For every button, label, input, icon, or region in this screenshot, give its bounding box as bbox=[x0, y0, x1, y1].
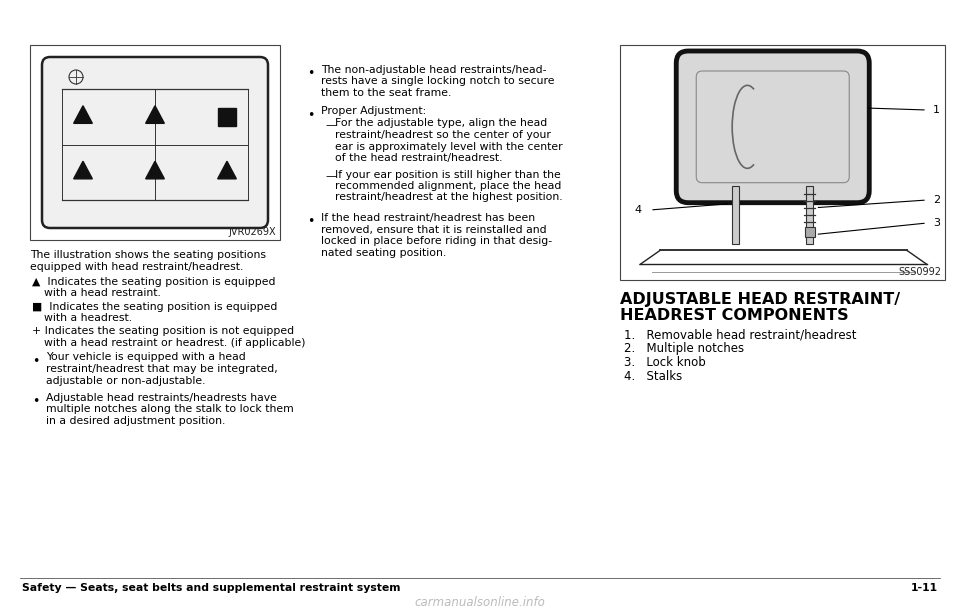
Text: 4.   Stalks: 4. Stalks bbox=[624, 370, 683, 383]
Text: HEADREST COMPONENTS: HEADREST COMPONENTS bbox=[620, 308, 849, 323]
Text: Adjustable head restraints/headrests have: Adjustable head restraints/headrests hav… bbox=[46, 393, 276, 403]
Bar bbox=[620, 45, 945, 280]
Text: removed, ensure that it is reinstalled and: removed, ensure that it is reinstalled a… bbox=[321, 224, 546, 235]
Text: restraint/headrest at the highest position.: restraint/headrest at the highest positi… bbox=[335, 192, 563, 202]
Text: •: • bbox=[307, 67, 314, 80]
Text: 1: 1 bbox=[933, 105, 940, 115]
Text: ■  Indicates the seating position is equipped: ■ Indicates the seating position is equi… bbox=[32, 301, 277, 312]
Text: equipped with head restraint/headrest.: equipped with head restraint/headrest. bbox=[30, 262, 244, 271]
Text: 3.   Lock knob: 3. Lock knob bbox=[624, 356, 706, 369]
Text: •: • bbox=[32, 354, 39, 367]
Text: recommended alignment, place the head: recommended alignment, place the head bbox=[335, 181, 562, 191]
Text: restraint/headrest so the center of your: restraint/headrest so the center of your bbox=[335, 130, 551, 140]
Text: carmanualsonline.info: carmanualsonline.info bbox=[415, 596, 545, 609]
Text: locked in place before riding in that desig-: locked in place before riding in that de… bbox=[321, 236, 552, 246]
Text: If your ear position is still higher than the: If your ear position is still higher tha… bbox=[335, 169, 561, 180]
Text: in a desired adjustment position.: in a desired adjustment position. bbox=[46, 416, 226, 426]
Polygon shape bbox=[74, 106, 92, 123]
Text: multiple notches along the stalk to lock them: multiple notches along the stalk to lock… bbox=[46, 404, 294, 414]
Text: 3: 3 bbox=[933, 218, 940, 228]
Text: 2: 2 bbox=[933, 195, 940, 205]
Text: rests have a single locking notch to secure: rests have a single locking notch to sec… bbox=[321, 76, 555, 87]
Text: restraint/headrest that may be integrated,: restraint/headrest that may be integrate… bbox=[46, 364, 277, 374]
Text: For the adjustable type, align the head: For the adjustable type, align the head bbox=[335, 119, 547, 128]
Text: 2.   Multiple notches: 2. Multiple notches bbox=[624, 342, 744, 355]
Polygon shape bbox=[146, 161, 164, 179]
Text: The non-adjustable head restraints/head-: The non-adjustable head restraints/head- bbox=[321, 65, 546, 75]
Text: ▲  Indicates the seating position is equipped: ▲ Indicates the seating position is equi… bbox=[32, 277, 276, 287]
Text: adjustable or non-adjustable.: adjustable or non-adjustable. bbox=[46, 376, 205, 386]
Text: of the head restraint/headrest.: of the head restraint/headrest. bbox=[335, 153, 502, 163]
Text: ear is approximately level with the center: ear is approximately level with the cent… bbox=[335, 142, 563, 152]
Text: —: — bbox=[325, 172, 336, 181]
Text: 1-11: 1-11 bbox=[911, 583, 938, 593]
Bar bbox=[30, 45, 280, 240]
Text: JVR0269X: JVR0269X bbox=[228, 227, 276, 237]
Text: Safety — Seats, seat belts and supplemental restraint system: Safety — Seats, seat belts and supplemen… bbox=[22, 583, 400, 593]
Text: Proper Adjustment:: Proper Adjustment: bbox=[321, 106, 426, 117]
Polygon shape bbox=[146, 106, 164, 123]
Polygon shape bbox=[218, 161, 236, 179]
Text: 4: 4 bbox=[635, 205, 642, 215]
Bar bbox=[804, 227, 815, 238]
Text: them to the seat frame.: them to the seat frame. bbox=[321, 88, 451, 98]
FancyBboxPatch shape bbox=[696, 71, 850, 183]
Text: nated seating position.: nated seating position. bbox=[321, 247, 446, 257]
FancyBboxPatch shape bbox=[676, 51, 869, 203]
Text: SSS0992: SSS0992 bbox=[898, 267, 941, 277]
Text: with a head restraint.: with a head restraint. bbox=[44, 288, 161, 299]
Bar bbox=[806, 186, 813, 244]
Text: ADJUSTABLE HEAD RESTRAINT/: ADJUSTABLE HEAD RESTRAINT/ bbox=[620, 292, 900, 307]
Text: with a headrest.: with a headrest. bbox=[44, 313, 132, 323]
Text: + Indicates the seating position is not equipped: + Indicates the seating position is not … bbox=[32, 326, 294, 336]
Polygon shape bbox=[74, 161, 92, 179]
Text: The illustration shows the seating positions: The illustration shows the seating posit… bbox=[30, 250, 266, 260]
Text: Your vehicle is equipped with a head: Your vehicle is equipped with a head bbox=[46, 353, 246, 362]
Text: with a head restraint or headrest. (if applicable): with a head restraint or headrest. (if a… bbox=[44, 337, 305, 348]
FancyBboxPatch shape bbox=[42, 57, 268, 228]
Text: •: • bbox=[307, 109, 314, 122]
Text: —: — bbox=[325, 120, 336, 131]
Text: •: • bbox=[307, 215, 314, 228]
Bar bbox=[732, 186, 739, 244]
Text: 1.   Removable head restraint/headrest: 1. Removable head restraint/headrest bbox=[624, 328, 856, 341]
Bar bbox=[218, 108, 236, 126]
Text: If the head restraint/headrest has been: If the head restraint/headrest has been bbox=[321, 213, 535, 223]
Text: •: • bbox=[32, 395, 39, 408]
